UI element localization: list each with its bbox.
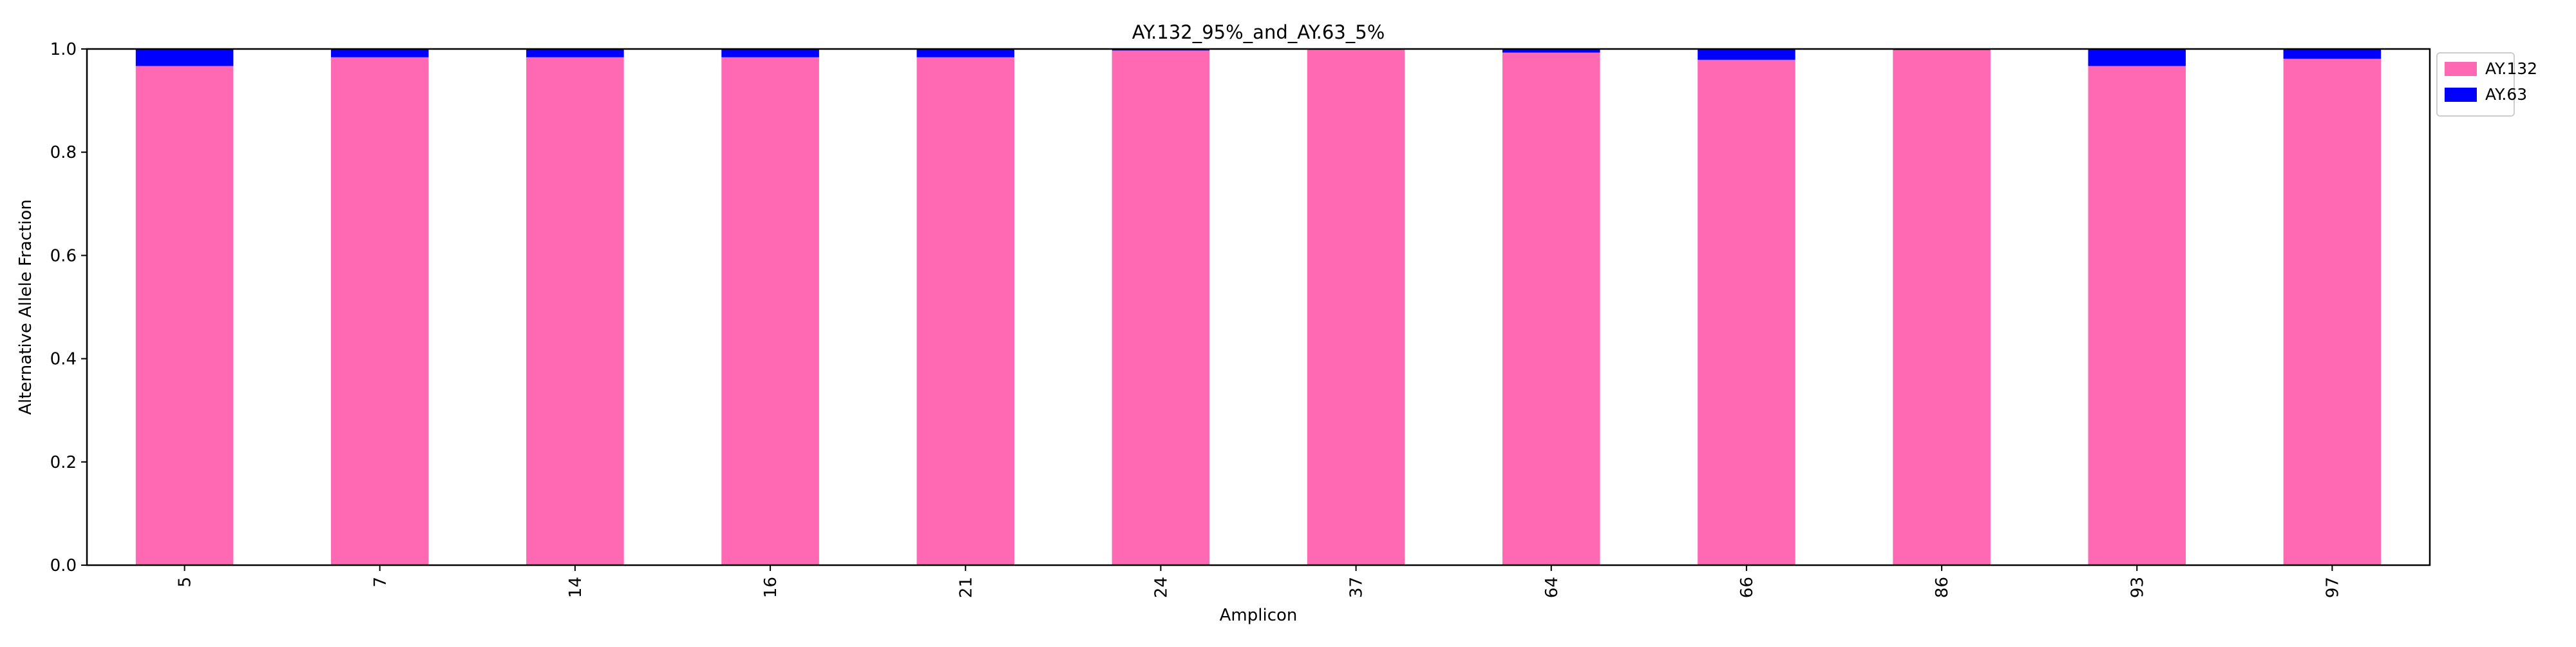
- plot-area-frame: [86, 48, 2431, 566]
- y-axis-label: Alternative Allele Fraction: [16, 199, 35, 414]
- bar-ay132-amplicon-93: [2088, 66, 2186, 566]
- legend-swatch-ay132: [2445, 62, 2477, 76]
- bar-ay132-amplicon-24: [1112, 50, 1210, 565]
- x-axis-label: Amplicon: [1220, 606, 1298, 625]
- x-tick-label: 21: [956, 577, 976, 598]
- bar-ay63-amplicon-5: [135, 49, 234, 66]
- bar-ay63-amplicon-14: [526, 49, 624, 57]
- x-tick-label: 7: [371, 577, 390, 588]
- chart-title: AY.132_95%_and_AY.63_5%: [1132, 21, 1385, 43]
- x-tick-label: 97: [2323, 577, 2342, 598]
- bars-layer: [135, 49, 2382, 566]
- x-tick-label: 66: [1738, 577, 1757, 598]
- x-tick-label: 86: [1933, 577, 1952, 598]
- y-tick-label: 0.6: [50, 246, 77, 266]
- y-tick-label: 0.8: [50, 143, 77, 162]
- bar-ay132-amplicon-21: [916, 57, 1015, 565]
- bar-ay132-amplicon-86: [1893, 50, 1991, 566]
- y-tick-label: 0.4: [50, 350, 77, 369]
- bar-ay63-amplicon-97: [2283, 49, 2382, 59]
- x-tick-label: 24: [1151, 577, 1171, 598]
- x-tick-label: 16: [761, 577, 781, 598]
- x-tick-label: 14: [566, 577, 585, 598]
- bar-ay132-amplicon-14: [526, 57, 624, 565]
- legend-swatch-ay63: [2445, 88, 2477, 102]
- bar-ay63-amplicon-66: [1698, 49, 1795, 60]
- bar-ay132-amplicon-16: [721, 57, 819, 565]
- y-axis: 0.0 0.2 0.4 0.6 0.8 1.0: [50, 40, 87, 575]
- legend: AY.132 AY.63: [2436, 52, 2537, 117]
- x-tick-label: 37: [1347, 577, 1367, 598]
- bar-ay63-amplicon-7: [330, 49, 429, 57]
- legend-label-ay63: AY.63: [2485, 85, 2527, 104]
- x-tick-label: 5: [176, 577, 195, 588]
- x-tick-label: 93: [2128, 577, 2147, 598]
- x-axis: 5 7 14 16 21 24 37 64 66 86 93 97: [176, 565, 2342, 598]
- bar-ay132-amplicon-64: [1502, 52, 1600, 566]
- legend-label-ay132: AY.132: [2485, 59, 2537, 78]
- bar-ay63-amplicon-64: [1502, 49, 1600, 53]
- y-tick-label: 0.0: [50, 556, 77, 575]
- bar-ay132-amplicon-97: [2283, 59, 2382, 566]
- bar-ay132-amplicon-5: [135, 66, 234, 566]
- bar-ay63-amplicon-93: [2088, 49, 2186, 66]
- y-tick-label: 1.0: [50, 40, 77, 59]
- bar-ay63-amplicon-16: [721, 49, 819, 57]
- bar-ay132-amplicon-7: [330, 57, 429, 565]
- bar-ay132-amplicon-37: [1307, 49, 1405, 565]
- y-tick-label: 0.2: [50, 453, 77, 472]
- x-tick-label: 64: [1542, 577, 1562, 598]
- bar-ay132-amplicon-66: [1698, 59, 1795, 565]
- bar-ay63-amplicon-21: [916, 49, 1015, 57]
